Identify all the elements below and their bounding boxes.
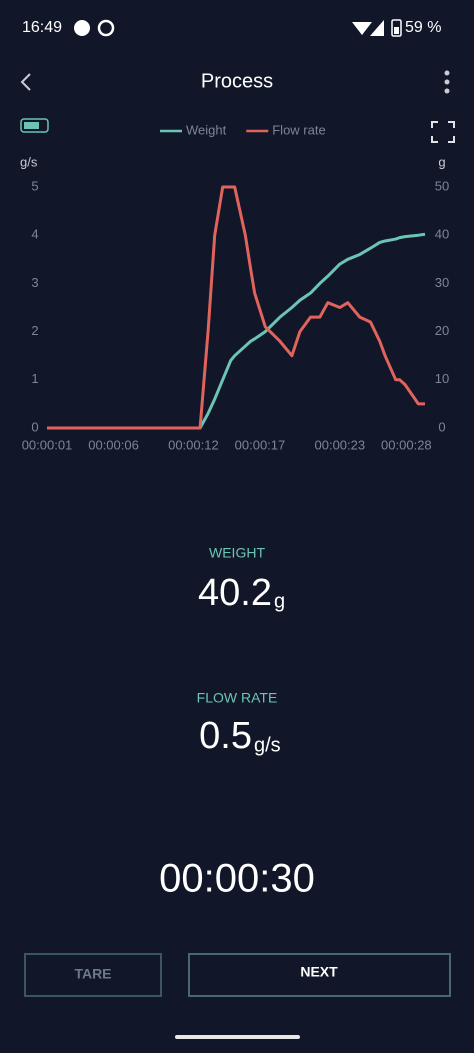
x-tick-label: 00:00:06 [88, 437, 139, 452]
y-axis-label: g/s [20, 154, 38, 169]
y-tick-label: 5 [31, 178, 38, 193]
status-battery: 59 % [405, 19, 441, 36]
legend-label: Weight [186, 122, 227, 137]
back-button[interactable] [20, 73, 31, 91]
legend-label: Flow rate [272, 122, 325, 137]
next-button[interactable] [188, 953, 451, 997]
status-icon [97, 19, 115, 37]
weight-label: WEIGHT [209, 545, 265, 561]
tare-button[interactable] [24, 953, 162, 997]
y-tick-label: 1 [31, 371, 38, 386]
home-indicator [175, 1035, 300, 1039]
y2-tick-label: 0 [438, 419, 445, 434]
y-tick-label: 0 [31, 419, 38, 434]
y2-tick-label: 40 [435, 227, 449, 242]
flow-unit: g/s [254, 734, 281, 756]
timer: 00:00:30 [159, 857, 315, 901]
y2-tick-label: 30 [435, 275, 449, 290]
x-tick-label: 00:00:28 [381, 437, 432, 452]
flow-label: FLOW RATE [197, 690, 278, 706]
y2-tick-label: 50 [435, 178, 449, 193]
y-tick-label: 2 [31, 323, 38, 338]
next-label: NEXT [300, 964, 338, 980]
status-time: 16:49 [22, 19, 62, 36]
battery-icon [391, 19, 402, 37]
tare-label: TARE [74, 966, 111, 982]
flow-value: 0.5 [199, 715, 252, 757]
menu-button[interactable] [444, 70, 450, 94]
wifi-icon [352, 22, 372, 35]
x-tick-label: 00:00:23 [315, 437, 366, 452]
header-title: Process [201, 70, 273, 92]
scale-battery [20, 118, 49, 133]
series-line [47, 232, 426, 430]
fullscreen-button[interactable] [431, 121, 455, 143]
y-tick-label: 4 [31, 227, 38, 242]
series-line [47, 185, 425, 430]
weight-value: 40.2 [198, 572, 272, 614]
y-tick-label: 3 [31, 275, 38, 290]
status-icon [74, 20, 90, 36]
signal-icon [370, 20, 384, 36]
x-tick-label: 00:00:01 [22, 437, 73, 452]
battery-level [394, 27, 399, 34]
y2-axis-label: g [438, 154, 445, 169]
scale-battery-level [24, 122, 39, 129]
x-tick-label: 00:00:17 [235, 437, 286, 452]
x-tick-label: 00:00:12 [168, 437, 219, 452]
weight-unit: g [274, 590, 285, 612]
y2-tick-label: 10 [435, 371, 449, 386]
y2-tick-label: 20 [435, 323, 449, 338]
